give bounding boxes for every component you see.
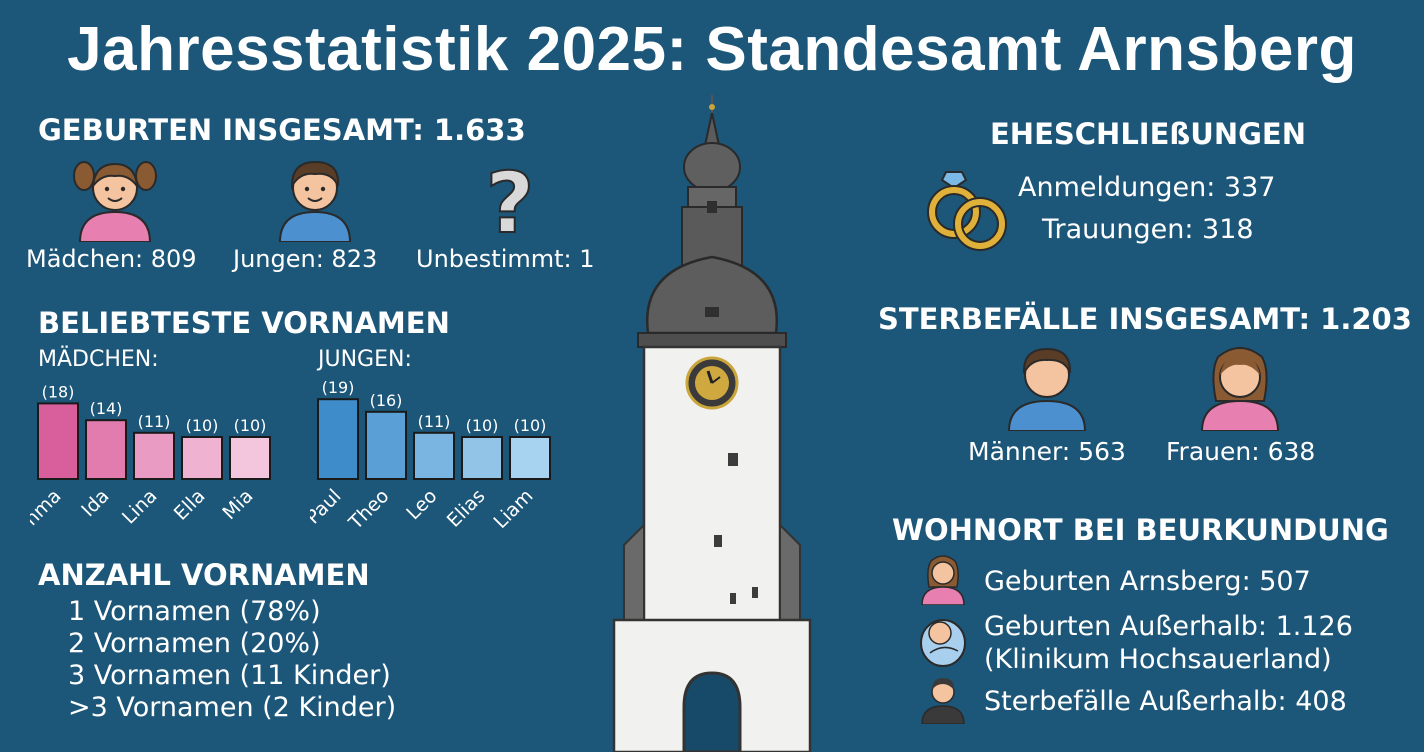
category-label: Liam [489,485,537,533]
boy-icon [278,160,352,242]
births-outside-note: (Klinikum Hochsauerland) [984,644,1332,675]
woman-small-icon [921,555,965,605]
value-label: (11) [138,412,171,431]
man-icon [1007,347,1087,431]
men-deaths-label: Männer: 563 [968,437,1126,466]
value-label: (10) [514,416,547,435]
girls-names-label: MÄDCHEN: [38,347,159,372]
bar-ida [85,419,127,480]
page-title: Jahresstatistik 2025: Standesamt Arnsber… [67,15,1357,84]
value-label: (10) [186,416,219,435]
deaths-outside-label: Sterbefälle Außerhalb: 408 [984,686,1347,717]
bar-liam [509,436,551,480]
bar-elias [461,436,503,480]
bar-theo [365,410,407,480]
category-label: Mia [218,485,257,524]
woman-icon [1200,347,1280,431]
undetermined-births-label: Unbestimmt: 1 [416,245,595,273]
value-label: (14) [90,399,123,418]
bar-leo [413,431,455,480]
baby-icon [920,619,966,667]
bar-mia [229,436,271,480]
name-count-list: 1 Vornamen (78%) 2 Vornamen (20%) 3 Vorn… [68,596,396,724]
name-count-heading: ANZAHL VORNAMEN [38,558,370,592]
value-label: (18) [42,382,75,401]
popular-names-heading: BELIEBTESTE VORNAMEN [38,306,450,340]
boys-names-chart: (19) Paul (16) Theo (11) Leo (10) Elias (10) Liam [310,378,551,534]
list-item: 1 Vornamen (78%) [68,596,321,627]
svg-text:?: ? [486,162,535,242]
bar-emma [37,402,79,480]
bar-paul [317,398,359,481]
question-mark-icon: ? [485,162,536,242]
category-label: Theo [344,485,393,534]
value-label: (10) [466,416,499,435]
category-label: Leo [402,485,441,524]
residence-heading: WOHNORT BEI BEURKUNDUNG [892,513,1389,547]
list-item: 2 Vornamen (20%) [68,628,321,659]
person-icon [921,678,965,724]
births-arnsberg-label: Geburten Arnsberg: 507 [984,566,1311,597]
births-outside-label: Geburten Außerhalb: 1.126 [984,611,1353,642]
wedding-rings-icon [927,171,1007,251]
boys-births-label: Jungen: 823 [233,245,378,273]
category-label: Paul [310,485,346,529]
value-label: (11) [418,412,451,431]
deaths-heading: STERBEFÄLLE INSGESAMT: 1.203 [878,302,1412,336]
marriages-heading: EHESCHLIEßUNGEN [990,117,1306,151]
bar-ella [181,436,223,480]
value-label: (10) [234,416,267,435]
girls-births-label: Mädchen: 809 [26,245,197,273]
list-item: 3 Vornamen (11 Kinder) [68,660,391,691]
girls-names-chart: (18) Emma (14) Ida (11) Lina (10) Ella (10) Mia [30,382,271,543]
category-label: Ella [170,485,210,525]
category-label: Emma [30,485,66,543]
marriage-registrations-label: Anmeldungen: 337 [1018,172,1276,203]
boys-names-label: JUNGEN: [318,347,412,372]
value-label: (19) [322,378,355,397]
bar-lina [133,431,175,480]
category-label: Elias [443,485,490,532]
women-deaths-label: Frauen: 638 [1166,437,1316,466]
births-heading: GEBURTEN INSGESAMT: 1.633 [38,113,526,147]
list-item: >3 Vornamen (2 Kinder) [68,692,397,723]
category-label: Ida [77,485,113,521]
value-label: (16) [370,391,403,410]
category-label: Lina [118,485,162,529]
church-tower-illustration [612,95,812,752]
girl-icon [73,161,157,242]
weddings-label: Trauungen: 318 [1042,214,1254,245]
